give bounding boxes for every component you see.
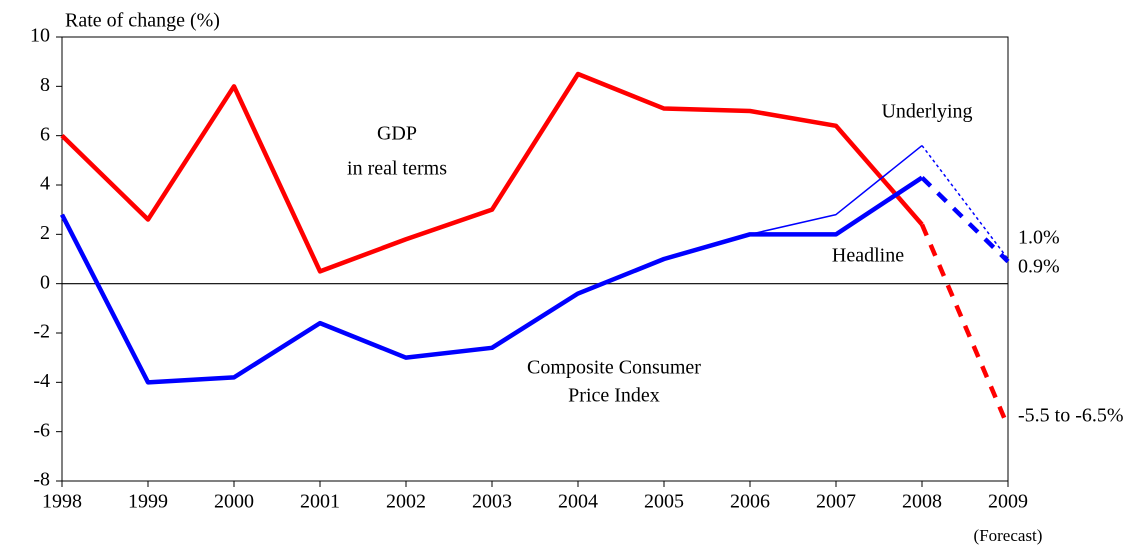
x-tick-label: 2007 [816, 491, 856, 513]
x-tick-label: 2009 [988, 491, 1028, 513]
series-line [921, 145, 1009, 260]
y-tick-label: 10 [30, 25, 50, 47]
x-tick-label: 2006 [730, 491, 770, 513]
y-tick-label: 6 [40, 123, 50, 145]
x-tick-label: 2000 [214, 491, 254, 513]
annotation: in real terms [347, 158, 447, 180]
x-tick-label: 2002 [386, 491, 426, 513]
y-axis-title: Rate of change (%) [65, 10, 220, 32]
y-tick-label: 0 [40, 271, 50, 293]
annotation: Composite Consumer [527, 357, 701, 379]
y-tick-label: -2 [33, 321, 50, 343]
x-note: (Forecast) [974, 526, 1043, 545]
series-line [60, 71, 924, 274]
y-tick-label: 4 [40, 173, 50, 195]
x-tick-label: 2003 [472, 491, 512, 513]
annotation: Headline [832, 245, 904, 267]
y-tick-label: 2 [40, 222, 50, 244]
y-tick-label: -6 [33, 419, 50, 441]
x-tick-label: 2001 [300, 491, 340, 513]
series-line [919, 223, 1011, 428]
annotation: 0.9% [1018, 256, 1060, 278]
y-tick-label: -4 [33, 370, 50, 392]
x-tick-label: 2005 [644, 491, 684, 513]
series-line [920, 175, 1010, 264]
x-tick-label: 2008 [902, 491, 942, 513]
y-tick-label: -8 [33, 469, 50, 491]
x-tick-label: 2004 [558, 491, 598, 513]
annotation: -5.5 to -6.5% [1018, 405, 1124, 427]
y-tick-label: 8 [40, 74, 50, 96]
x-tick-label: 1999 [128, 491, 168, 513]
annotation: Underlying [881, 101, 972, 123]
annotation: 1.0% [1018, 227, 1060, 249]
x-tick-label: 1998 [42, 491, 82, 513]
annotation: Price Index [568, 385, 660, 407]
series-line [59, 175, 924, 385]
annotation: GDP [377, 123, 417, 145]
series-line [749, 144, 923, 236]
